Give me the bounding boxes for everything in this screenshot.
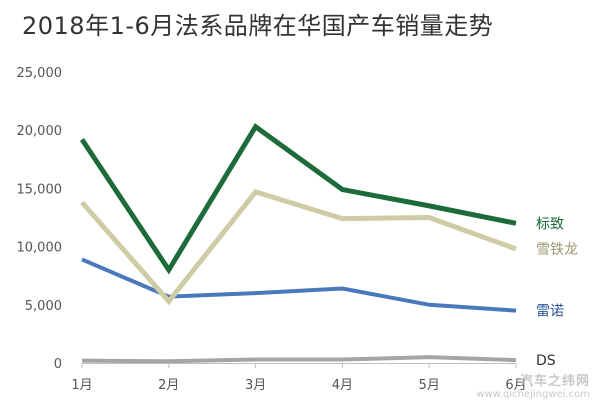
- series-line-2: [81, 257, 517, 313]
- x-tick-label: 1月: [71, 378, 92, 393]
- x-tick-label: 3月: [245, 378, 266, 393]
- series-label-3: DS: [536, 353, 556, 369]
- x-tick-label: 4月: [332, 378, 353, 393]
- y-tick-label: 20,000: [17, 124, 63, 139]
- x-axis: 1月 2月 3月 4月 5月 6月: [71, 363, 527, 393]
- x-tick-label: 6月: [505, 378, 526, 393]
- y-tick-label: 10,000: [17, 241, 63, 256]
- series-line-1: [80, 188, 517, 306]
- series-line-3: [81, 355, 517, 364]
- y-tick-label: 0: [54, 357, 62, 372]
- y-tick-label: 5,000: [25, 299, 62, 314]
- series-layer: [79, 123, 517, 364]
- watermark: 汽车之纬网 www.qichejingwei.com: [476, 373, 590, 400]
- series-label-1: 雪铁龙: [536, 242, 578, 258]
- watermark-url: www.qichejingwei.com: [476, 389, 590, 400]
- chart-title: 2018年1-6月法系品牌在华国产车销量走势: [22, 12, 494, 40]
- y-axis: 0 5,000 10,000 15,000 20,000 25,000: [17, 66, 63, 372]
- series-label-2: 雷诺: [536, 304, 564, 320]
- x-tick-label: 2月: [158, 378, 179, 393]
- watermark-main: 汽车之纬网: [519, 373, 590, 389]
- series-label-0: 标致: [536, 216, 564, 232]
- y-tick-label: 25,000: [17, 66, 63, 81]
- y-tick-label: 15,000: [17, 182, 63, 197]
- x-tick-label: 5月: [419, 378, 440, 393]
- series-line-0: [79, 123, 517, 275]
